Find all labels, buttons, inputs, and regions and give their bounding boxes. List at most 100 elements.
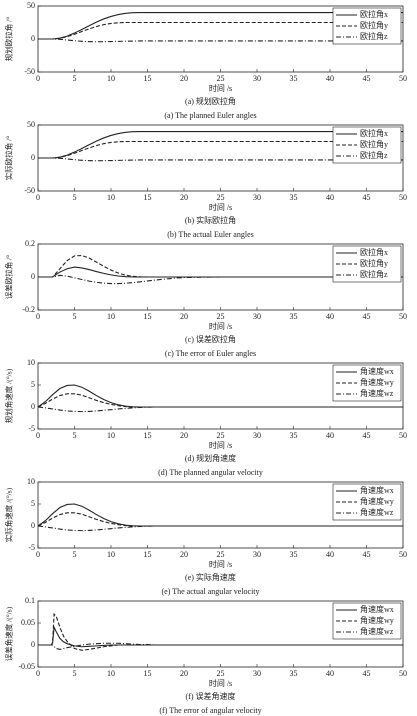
legend-label: 欧拉角y [360,20,388,30]
legend-label: 欧拉角x [360,128,388,138]
x-tick-label: 20 [180,431,188,440]
x-tick-label: 0 [36,193,40,202]
series-line [38,12,403,40]
x-tick-label: 20 [180,193,188,202]
caption-en: (f) The error of angular velocity [159,706,261,715]
x-tick-label: 45 [363,193,371,202]
caption: (a) 规划欧拉角 [185,96,236,106]
x-tick-label: 45 [363,550,371,559]
y-tick-label: -50 [24,67,35,76]
x-tick-label: 5 [73,193,77,202]
x-tick-label: 30 [253,550,261,559]
series-line [38,21,403,40]
x-tick-label: 30 [253,669,261,678]
x-tick-label: 10 [107,669,115,678]
y-axis-label: 实际欧拉角 /° [4,136,14,180]
x-tick-label: 20 [180,74,188,83]
series-line [37,406,403,413]
x-tick-label: 45 [363,74,371,83]
caption: (e) 实际角速度 [185,572,236,582]
y-tick-label: 5 [31,499,35,508]
x-axis-label: 时间 /s [209,202,232,212]
legend-label: 欧拉角z [360,269,388,279]
x-tick-label: 30 [253,74,261,83]
y-axis-label: 误差角速度 /(°/s) [4,606,14,661]
series-line [38,38,403,43]
x-tick-label: 15 [144,669,152,678]
x-tick-label: 50 [399,550,407,559]
y-tick-label: 10 [27,477,35,486]
caption-en: (b) The actual Euler angles [167,230,253,239]
y-tick-label: 0 [31,153,35,162]
y-tick-label: 0 [31,34,35,43]
x-tick-label: 0 [36,74,40,83]
x-tick-label: 15 [144,550,152,559]
y-tick-label: 0.1 [25,596,35,605]
x-tick-label: 25 [217,669,225,678]
y-tick-label: 0 [31,521,35,530]
caption-en: (c) The error of Euler angles [165,349,256,358]
y-tick-label: 0.2 [25,239,35,248]
series-line [38,131,403,159]
x-tick-label: 45 [363,669,371,678]
x-tick-label: 40 [326,669,334,678]
x-tick-label: 40 [326,193,334,202]
x-tick-label: 50 [399,312,407,321]
y-tick-label: -0.05 [18,662,35,671]
legend-label: 角速度wy [360,496,394,506]
x-tick-label: 0 [36,669,40,678]
y-tick-label: 0 [31,272,35,281]
x-tick-label: 40 [326,431,334,440]
y-tick-label: 50 [27,1,35,10]
legend-label: 欧拉角x [360,9,388,19]
y-axis-label: 误差欧拉角 /° [4,255,14,299]
legend-label: 欧拉角y [360,139,388,149]
y-axis-label: 实际角速度 /(°/s) [4,487,14,542]
x-tick-label: 35 [290,669,298,678]
x-tick-label: 30 [253,312,261,321]
legend-label: 欧拉角z [360,31,388,41]
x-tick-label: 5 [73,74,77,83]
x-tick-label: 10 [107,550,115,559]
x-tick-label: 20 [180,312,188,321]
x-tick-label: 15 [144,431,152,440]
caption: (f) 误差角速度 [186,691,236,701]
x-tick-label: 15 [144,74,152,83]
series-line [38,140,403,159]
x-tick-label: 25 [217,431,225,440]
x-tick-label: 5 [73,550,77,559]
x-tick-label: 35 [290,312,298,321]
x-tick-label: 30 [253,431,261,440]
series-line [38,254,403,278]
y-axis-label: 规划角速度 /(°/s) [4,368,14,423]
legend-label: 角速度wz [360,626,394,636]
x-tick-label: 0 [36,312,40,321]
x-tick-label: 25 [217,550,225,559]
y-tick-label: -50 [24,186,35,195]
x-axis-label: 时间 /s [209,83,232,93]
x-tick-label: 25 [217,193,225,202]
x-tick-label: 35 [290,431,298,440]
legend-label: 角速度wx [360,366,394,376]
series-line [38,266,403,278]
x-tick-label: 10 [107,431,115,440]
y-tick-label: 0.05 [21,618,35,627]
x-tick-label: 35 [290,74,298,83]
x-tick-label: 50 [399,431,407,440]
x-tick-label: 25 [217,312,225,321]
caption: (c) 误差欧拉角 [185,334,236,344]
legend-label: 角速度wz [360,507,394,517]
y-tick-label: 0 [31,402,35,411]
legend-label: 欧拉角z [360,150,388,160]
legend-label: 角速度wz [360,388,394,398]
x-tick-label: 15 [144,193,152,202]
x-tick-label: 20 [180,669,188,678]
x-axis-label: 时间 /s [209,559,232,569]
